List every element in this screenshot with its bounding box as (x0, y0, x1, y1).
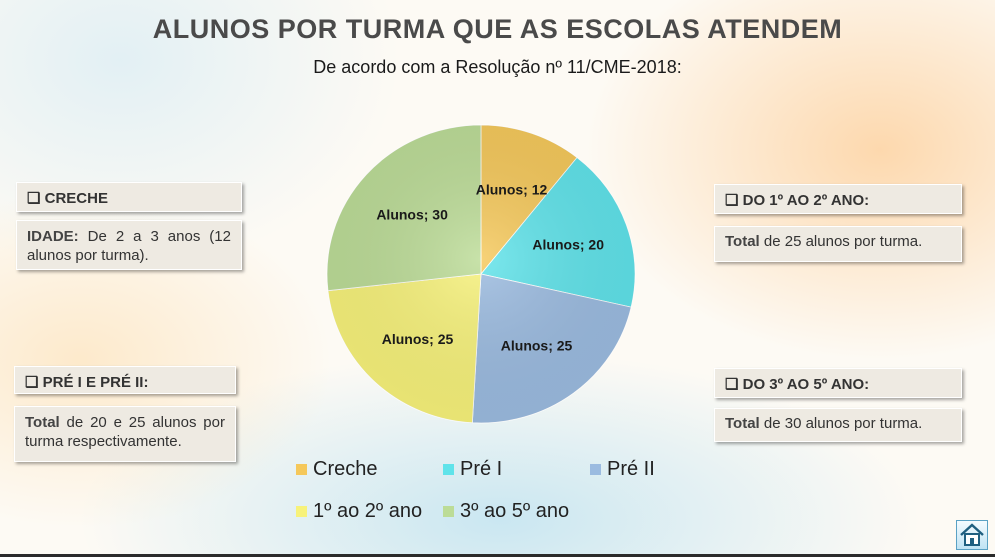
legend-item-creche: Creche (296, 458, 377, 481)
legend-label-ano12: 1º ao 2º ano (313, 500, 423, 522)
legend-label-creche: Creche (313, 458, 378, 480)
legend-swatch-creche (296, 464, 307, 475)
pie-label-ano12: Alunos; 25 (382, 331, 454, 347)
ano12-text: de 25 alunos por turma. (759, 233, 923, 250)
pie-shading (327, 125, 635, 423)
bottom-border (0, 554, 995, 557)
ano35-header: ❑ DO 3º AO 5º ANO: (714, 368, 962, 398)
legend-label-ano35: 3º ao 5º ano (460, 500, 570, 522)
legend-label-pre2: Pré II (607, 458, 655, 480)
pie-label-ano35: Alunos; 30 (376, 206, 448, 222)
legend-swatch-pre1 (443, 464, 454, 475)
ano12-label: Total (725, 233, 760, 250)
legend-item-pre1: Pré I (443, 458, 502, 481)
legend-swatch-ano12 (296, 506, 307, 517)
legend-swatch-ano35 (443, 506, 454, 517)
pre-description: Total de 20 e 25 alunos por turma respec… (14, 406, 236, 462)
pie-label-pre2: Alunos; 25 (501, 337, 573, 353)
pre-label: Total (25, 414, 60, 431)
ano12-description: Total de 25 alunos por turma. (714, 226, 962, 262)
ano35-label: Total (725, 415, 760, 432)
ano35-text: de 30 alunos por turma. (759, 415, 923, 432)
page-title: ALUNOS POR TURMA QUE AS ESCOLAS ATENDEM (152, 14, 843, 44)
ano12-header: ❑ DO 1º AO 2º ANO: (714, 184, 962, 214)
pre-text: de 20 e 25 alunos por turma respectivame… (25, 414, 225, 450)
pie-label-pre1: Alunos; 20 (532, 236, 604, 252)
legend-item-ano35: 3º ao 5º ano (443, 500, 569, 523)
legend-item-ano12: 1º ao 2º ano (296, 500, 422, 523)
home-icon (960, 523, 984, 546)
creche-description: IDADE: De 2 a 3 anos (12 alunos por turm… (16, 220, 242, 270)
legend-item-pre2: Pré II (590, 458, 655, 481)
creche-label: IDADE: (27, 228, 79, 245)
ano35-description: Total de 30 alunos por turma. (714, 408, 962, 442)
page-subtitle: De acordo com a Resolução nº 11/CME-2018… (313, 57, 682, 77)
pie-label-creche: Alunos; 12 (476, 182, 548, 198)
home-button[interactable] (956, 520, 988, 550)
pre-header: ❑ PRÉ I E PRÉ II: (14, 366, 236, 394)
legend-swatch-pre2 (590, 464, 601, 475)
creche-header: ❑ CRECHE (16, 182, 242, 212)
creche-text: De 2 a 3 anos (12 alunos por turma). (27, 228, 231, 264)
legend-label-pre1: Pré I (460, 458, 503, 480)
